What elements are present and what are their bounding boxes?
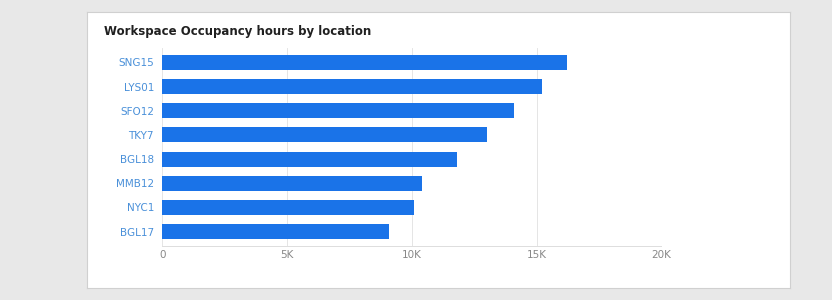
Bar bbox=[162, 128, 487, 142]
Bar bbox=[162, 103, 514, 118]
Bar bbox=[162, 200, 414, 215]
Bar bbox=[162, 79, 542, 94]
Bar bbox=[162, 55, 567, 70]
Text: Workspace Occupancy hours by location: Workspace Occupancy hours by location bbox=[104, 26, 371, 38]
Bar bbox=[162, 152, 457, 166]
Bar bbox=[162, 176, 422, 191]
Bar bbox=[162, 224, 389, 239]
